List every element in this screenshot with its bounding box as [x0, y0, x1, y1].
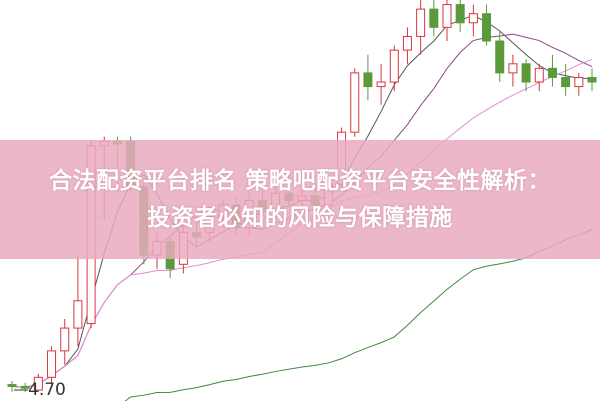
candle-up	[33, 376, 43, 391]
ma-long-line	[124, 229, 593, 401]
candle-down	[455, 4, 465, 24]
candle-up	[73, 300, 83, 329]
candle-down	[521, 63, 531, 83]
candle-down	[20, 385, 30, 389]
candle-down	[482, 13, 492, 42]
candle-up	[534, 67, 544, 83]
candle-down	[587, 76, 597, 83]
candle-down	[561, 76, 571, 88]
candle-up	[508, 63, 518, 74]
low-price-label: 4.70	[28, 380, 66, 400]
candle-down	[363, 72, 373, 88]
candle-down	[7, 384, 17, 387]
candle-up	[47, 350, 57, 378]
candle-down	[547, 67, 557, 78]
title-line-1: 合法配资平台排名 策略吧配资平台安全性解析：	[48, 167, 551, 194]
title-line-2: 投资者必知的风险与保障措施	[147, 204, 453, 231]
candle-up	[389, 49, 399, 83]
candle-up	[60, 327, 70, 352]
candle-up	[350, 72, 360, 133]
candle-down	[495, 40, 505, 74]
candle-up	[574, 76, 584, 88]
candle-up	[402, 35, 412, 51]
title-banner: 合法配资平台排名 策略吧配资平台安全性解析： 投资者必知的风险与保障措施	[0, 140, 600, 259]
candle-up	[416, 8, 426, 37]
candle-up	[442, 4, 452, 28]
candle-down	[429, 8, 439, 28]
candle-up	[376, 81, 386, 88]
candle-up	[468, 13, 478, 24]
